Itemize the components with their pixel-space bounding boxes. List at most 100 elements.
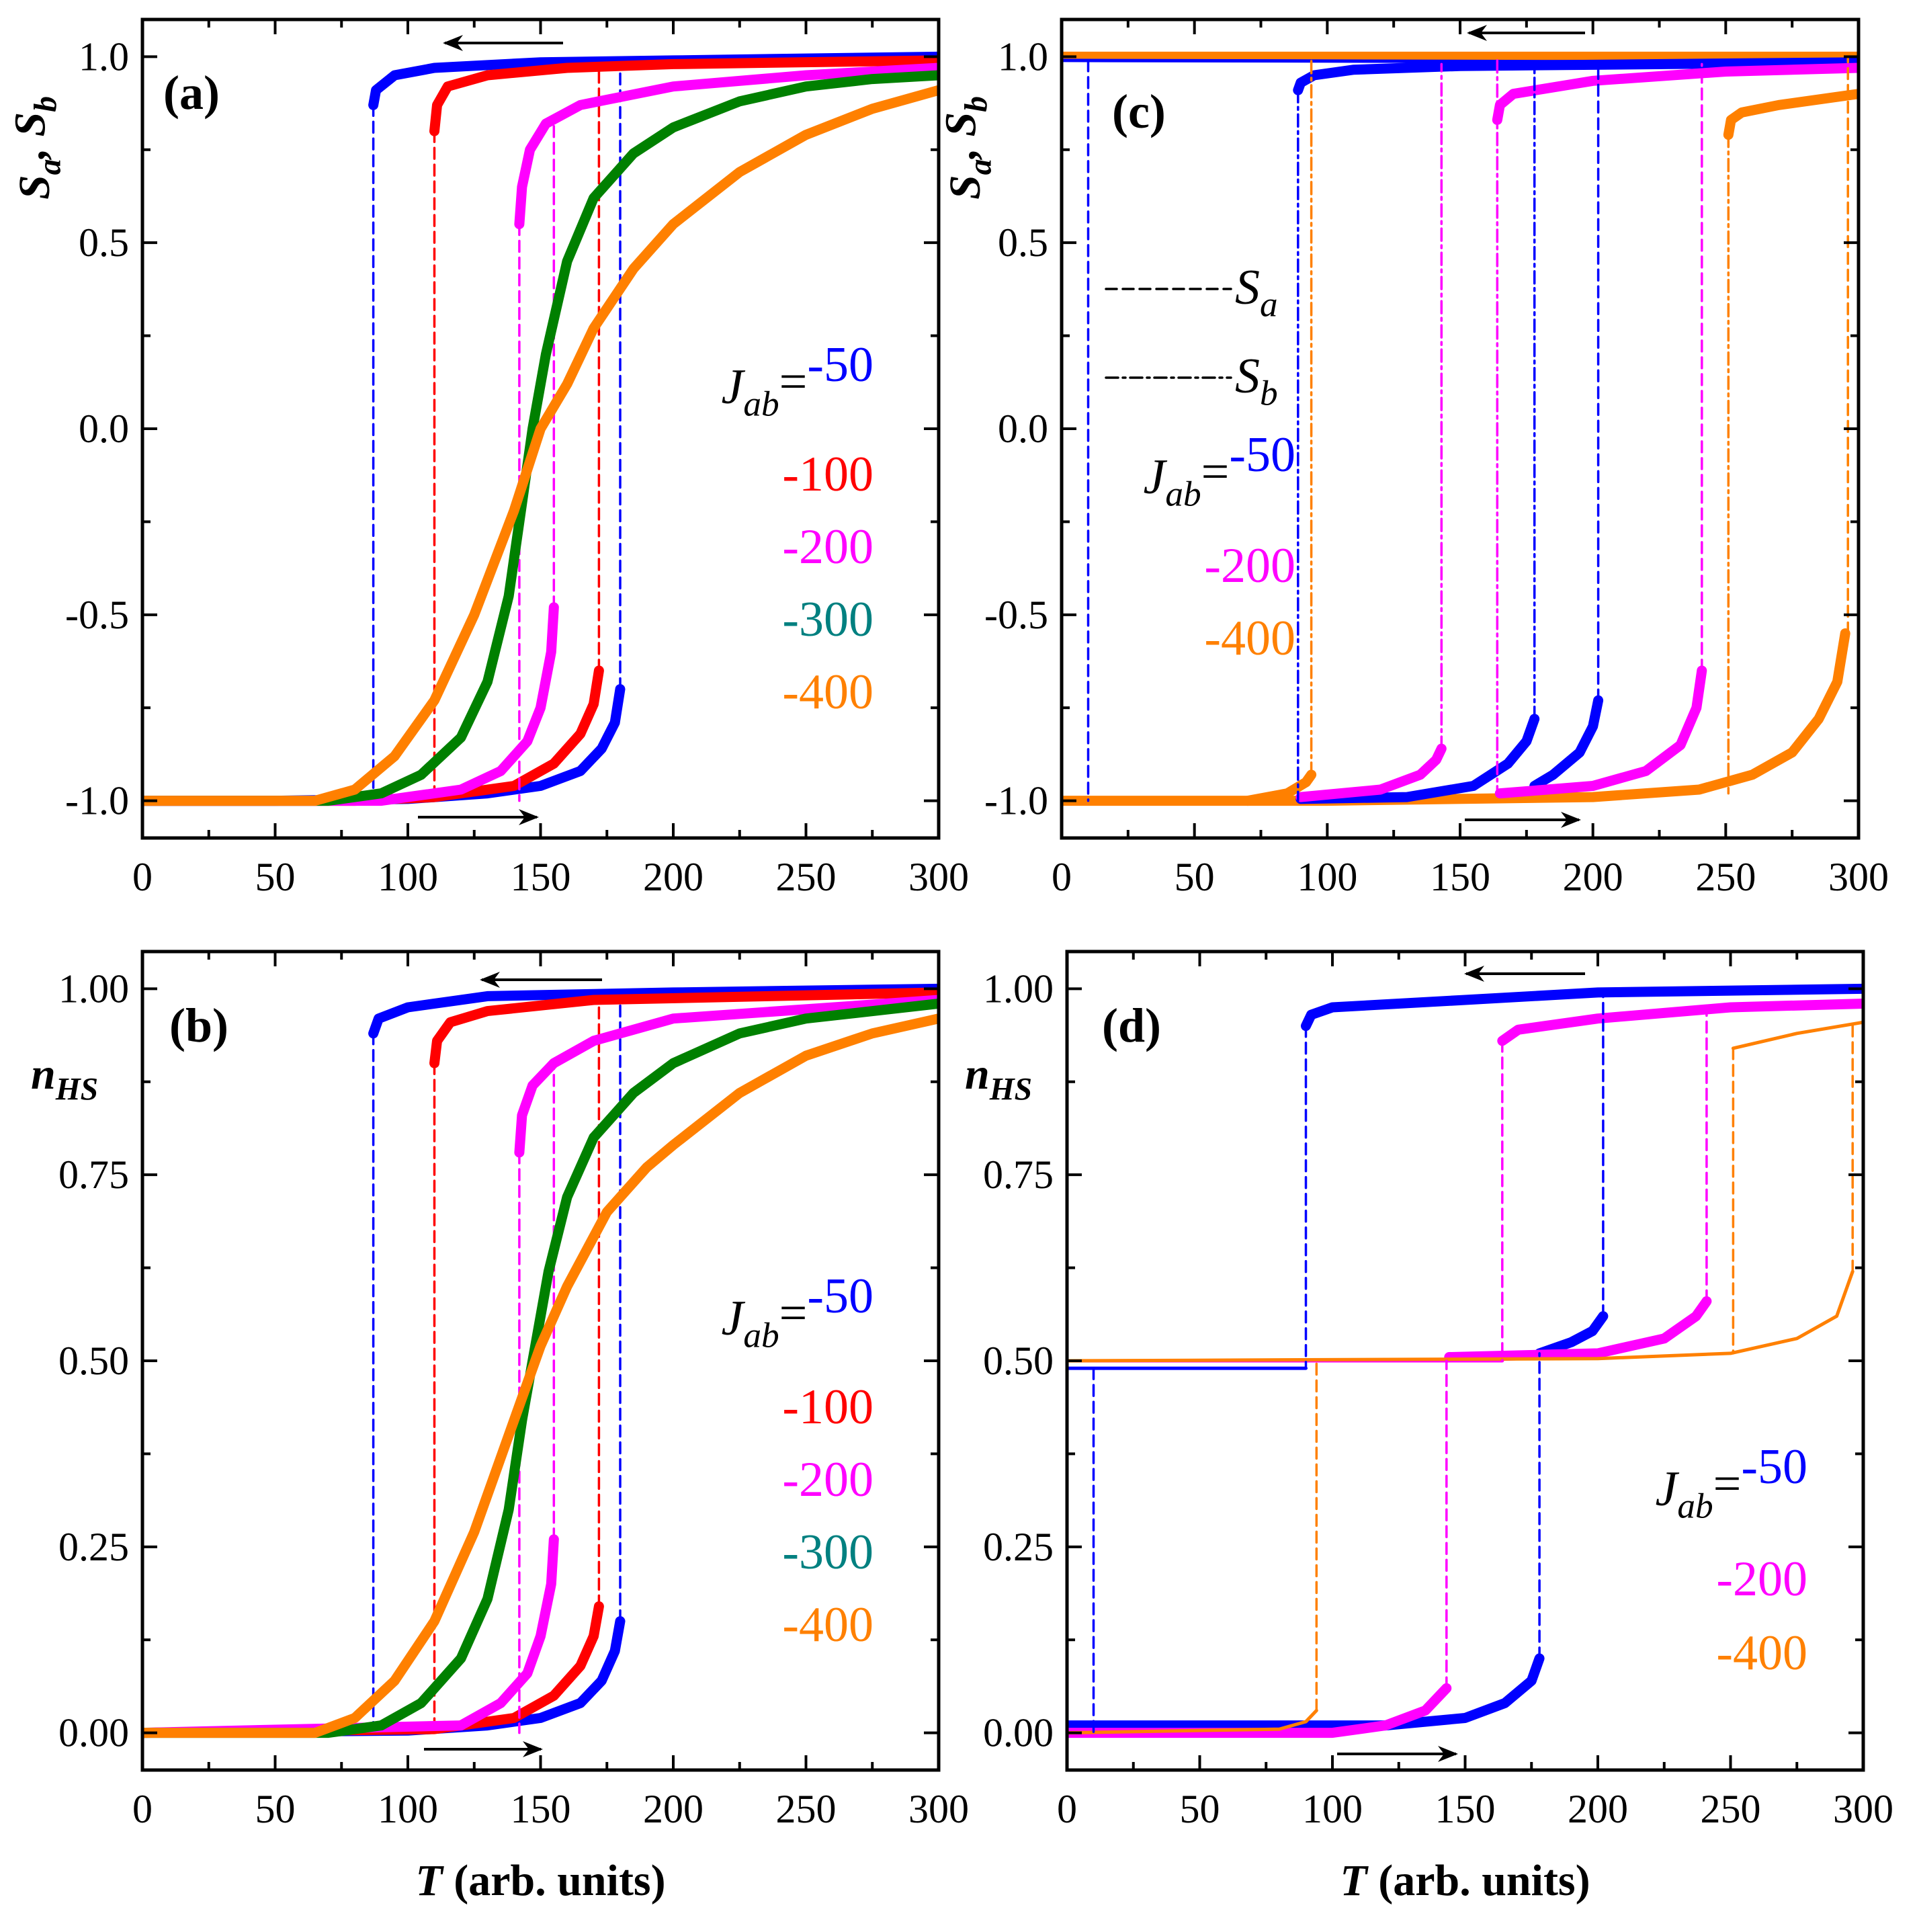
series-line-j-50-heating (142, 1616, 626, 1738)
series-line-j-50-middle-heating (1534, 1311, 1609, 1359)
x-tick-label: 100 (378, 855, 438, 899)
legend-entry-minus-50: Jab=-50 (1655, 1439, 1807, 1526)
legend-entry-minus-300: -300 (782, 1525, 874, 1580)
y-tick-label: 0.0 (998, 407, 1048, 451)
legend-prefix: Jab= (721, 1286, 807, 1355)
series-line-j-400-middle (1067, 1269, 1855, 1363)
series-line-j-400-sb-heating (1242, 769, 1317, 806)
series-line-j-50-bottom (1067, 1653, 1545, 1731)
series-line-j-300 (142, 70, 939, 806)
x-tick-label: 200 (1568, 1787, 1628, 1831)
legend-style-label: Sb (1235, 349, 1278, 413)
x-tick-label: 300 (908, 1787, 969, 1831)
panel-label: (a) (163, 66, 220, 120)
legend-entry-minus-400: -400 (1716, 1626, 1807, 1681)
legend-value: -200 (1204, 538, 1295, 593)
series-group (142, 983, 939, 1738)
legend-value: -50 (807, 337, 874, 392)
y-tick-label: 1.0 (998, 34, 1048, 79)
y-tick-label: 1.00 (983, 966, 1054, 1011)
y-tick-label: 0.50 (983, 1339, 1054, 1383)
panel-label: (b) (169, 999, 228, 1052)
y-tick-label: 0.25 (983, 1525, 1054, 1569)
x-tick-label: 200 (643, 1787, 704, 1831)
legend-value: -400 (1716, 1626, 1807, 1681)
legend-entry-minus-400: -400 (782, 665, 874, 720)
legend-entry-minus-100: -100 (782, 1380, 874, 1435)
legend-prefix: Jab= (1655, 1457, 1741, 1526)
series-line-j-100-cooling (429, 55, 939, 136)
x-tick-label: 100 (1302, 1787, 1363, 1831)
plot-frame (1060, 17, 1861, 840)
y-tick-label: 1.0 (79, 34, 129, 79)
series-line-j-400-top (1731, 1020, 1863, 1050)
legend-value: -50 (807, 1269, 874, 1324)
x-tick-label: 150 (1435, 1787, 1496, 1831)
legend-value: -200 (782, 519, 874, 575)
x-tick-label: 0 (1057, 1787, 1077, 1831)
legend-entry-minus-400: -400 (1204, 611, 1295, 666)
legend-value: -400 (1204, 611, 1295, 666)
legend-entry-minus-50: Jab=-50 (1143, 427, 1295, 514)
series-line-j-200-sb-cooling (1492, 62, 1859, 125)
legend-value: -200 (782, 1452, 874, 1507)
legend-entry-minus-200: -200 (782, 1452, 874, 1507)
y-tick-label: 0.00 (58, 1711, 129, 1755)
series-line-j-200-sb-heating (1295, 743, 1447, 802)
legend-value: -200 (1716, 1552, 1807, 1607)
series-group (1062, 51, 1859, 806)
series-line-j-100-cooling (429, 987, 939, 1068)
y-axis-label: nHS (31, 1050, 98, 1107)
series-line-j-400 (142, 85, 939, 806)
series-line-j-200-heating (142, 1534, 559, 1738)
legend-prefix: Jab= (1143, 445, 1229, 514)
series-line-j-50-sb-cooling (1293, 57, 1859, 95)
x-tick-label: 0 (1052, 855, 1072, 899)
x-tick-label: 250 (1701, 1787, 1761, 1831)
x-tick-label: 100 (1297, 855, 1357, 899)
panel-label: (c) (1112, 85, 1166, 138)
panel-c: 0 50 100 150 200 250 300 -1.0 -0.5 0.0 0.5 1.0Sa, S… (937, 17, 1889, 899)
legend-value: -100 (782, 447, 874, 502)
x-tick-label: 200 (643, 855, 704, 899)
y-axis-label: Sa, Sb (6, 96, 68, 200)
panel-a: 0 50 100 150 200 250 300 -1.0 -0.5 0.0 0.5 1.0Sa, S… (6, 17, 969, 899)
legend-entry-minus-400: -400 (782, 1597, 874, 1652)
y-tick-label: 0.5 (998, 220, 1048, 265)
y-tick-label: -0.5 (984, 593, 1048, 637)
y-tick-label: 0.75 (983, 1152, 1054, 1197)
legend-entry-minus-300: -300 (782, 592, 874, 647)
legend-prefix: Jab= (721, 355, 807, 424)
y-tick-label: 0.25 (58, 1525, 129, 1569)
legend-value: -300 (782, 592, 874, 647)
y-tick-label: -0.5 (65, 593, 129, 637)
series-line-j-50-top (1301, 983, 1863, 1032)
x-tick-label: 300 (908, 855, 969, 899)
x-tick-label: 250 (776, 1787, 837, 1831)
legend-entry-minus-100: -100 (782, 447, 874, 502)
panel-d: 0 50 100 150 200 250 300 0.00 0.25 0.50 0.75 1.00 nH… (965, 950, 1893, 1905)
y-tick-label: 0.00 (983, 1711, 1054, 1755)
x-tick-label: 250 (1695, 855, 1756, 899)
legend-value: -400 (782, 665, 874, 720)
series-group (1067, 983, 1863, 1738)
y-tick-label: -1.0 (65, 779, 129, 823)
x-tick-label: 300 (1833, 1787, 1893, 1831)
y-tick-label: 1.00 (58, 966, 129, 1011)
x-tick-label: 50 (1180, 1787, 1220, 1831)
legend-value: -300 (782, 1525, 874, 1580)
legend-value: -50 (1741, 1439, 1807, 1495)
series-line-j-50-sa-heating (1529, 695, 1604, 791)
legend-entry-minus-50: Jab=-50 (721, 337, 874, 424)
legend-style-label: Sa (1235, 260, 1278, 325)
series-line-j-200-middle-heating (1444, 1296, 1712, 1362)
x-tick-label: 50 (1175, 855, 1215, 899)
series-line-j-400-sb-cooling (1723, 89, 1859, 140)
panel-label: (d) (1102, 999, 1161, 1052)
x-axis-label: T (arb. units) (1340, 1856, 1590, 1905)
x-tick-label: 50 (255, 855, 296, 899)
y-tick-label: 0.75 (58, 1152, 129, 1197)
x-tick-label: 150 (511, 855, 571, 899)
legend-entry-minus-200: -200 (782, 519, 874, 575)
y-tick-label: 0.0 (79, 407, 129, 451)
